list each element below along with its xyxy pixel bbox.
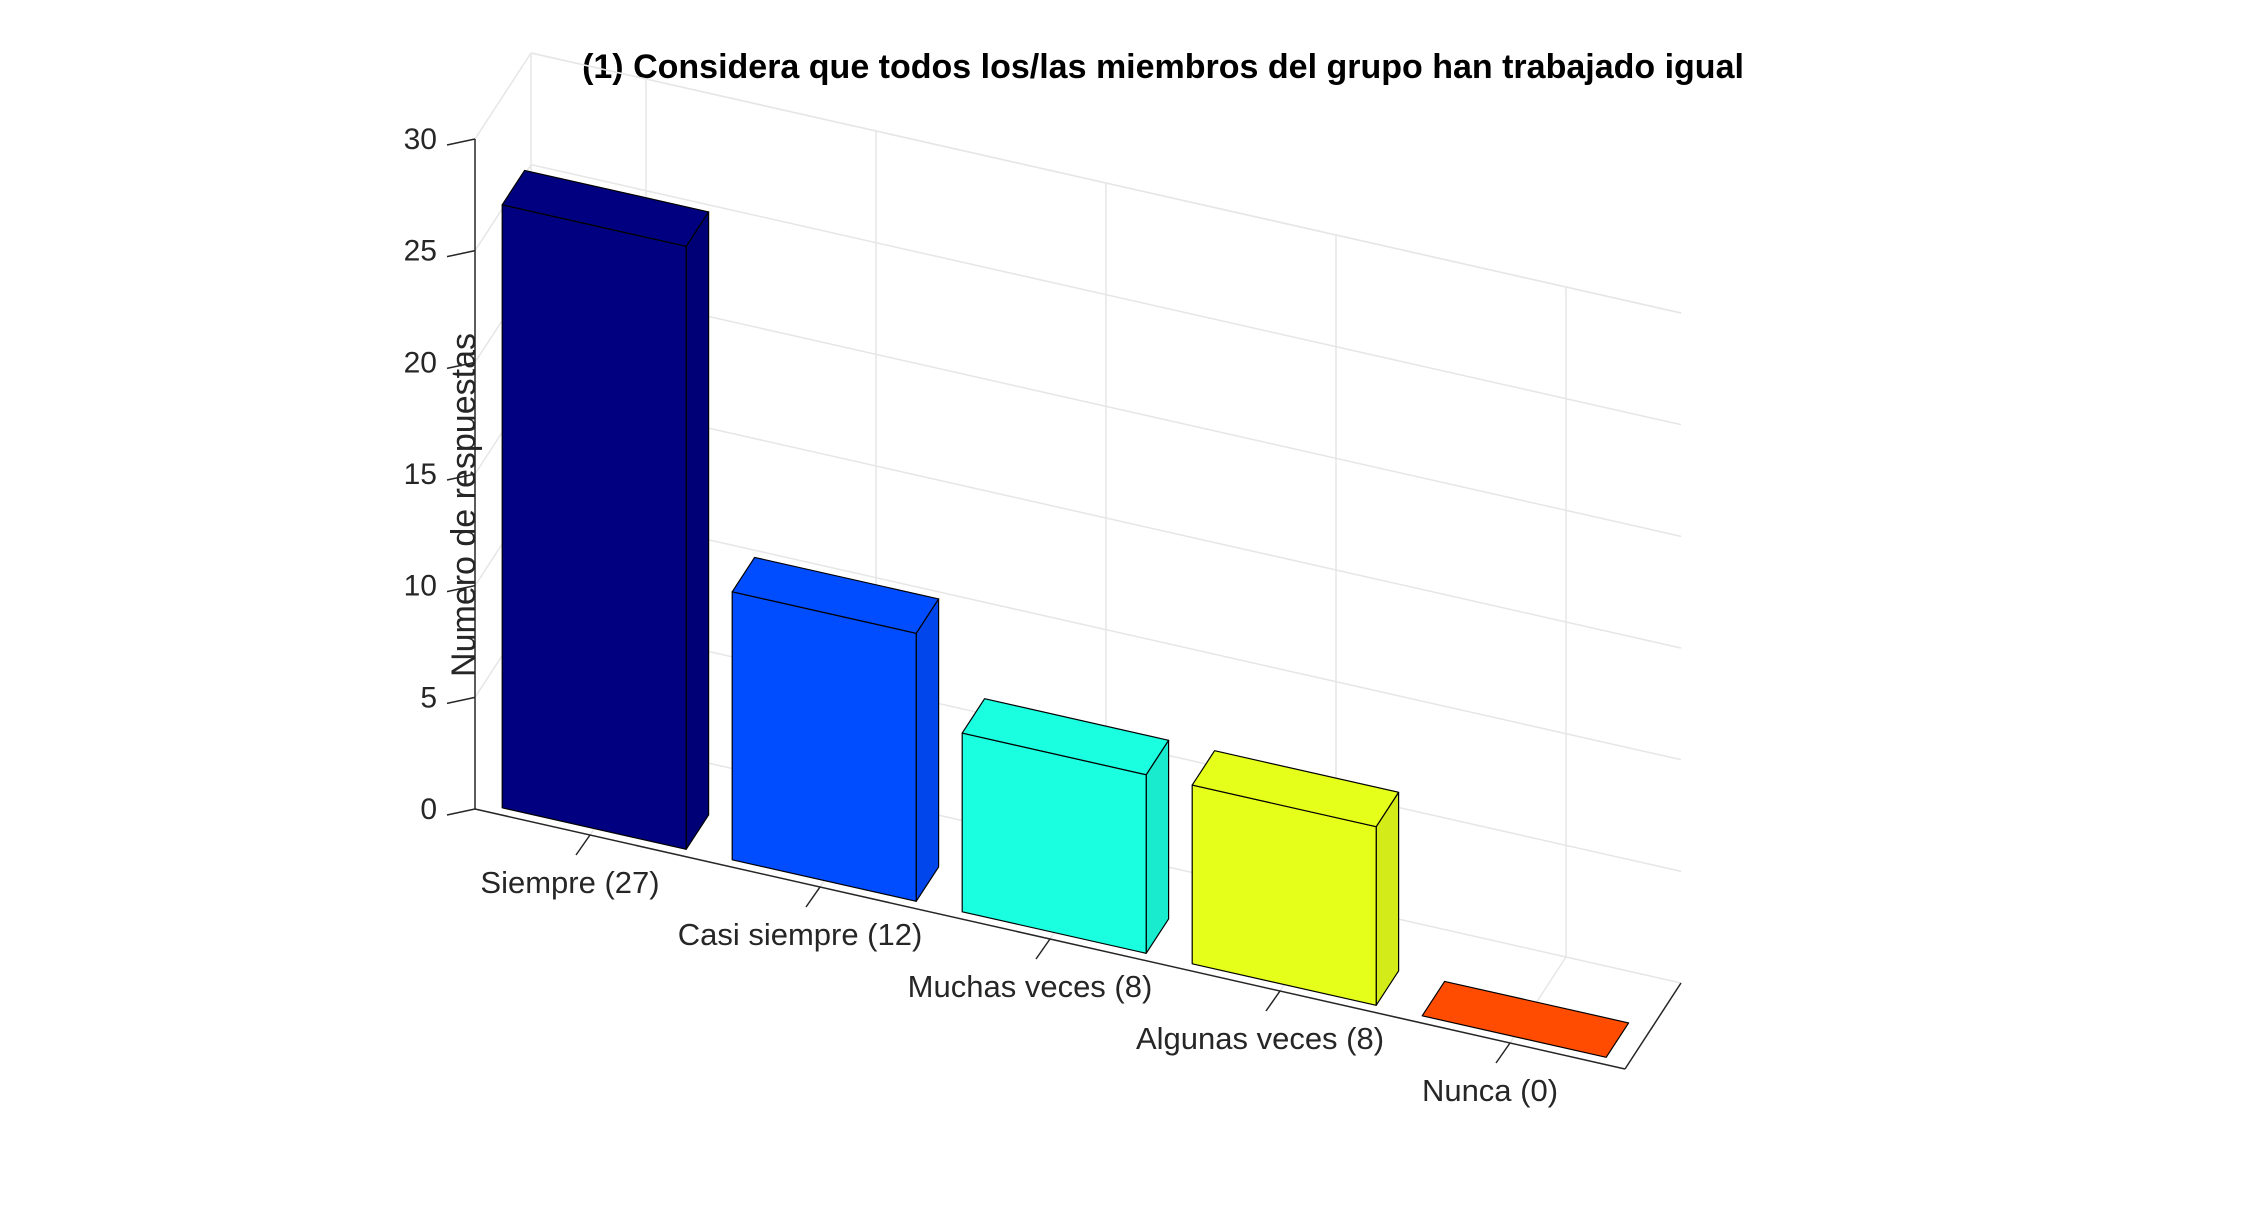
depth-axis-line: [1624, 982, 1682, 1070]
bar-top-face: [1421, 980, 1630, 1058]
bar: [961, 698, 1170, 954]
y-axis-label: Numero de respuestas: [445, 333, 483, 677]
bar-side-face: [685, 211, 710, 850]
bar-side-face: [1145, 739, 1170, 954]
bar: [501, 169, 710, 850]
y-tick-label: 25: [404, 235, 437, 268]
y-tick-mark: [446, 361, 476, 370]
bar-side-face: [1375, 791, 1400, 1006]
y-axis-ticks: 0 5 10 15 20 25 30: [404, 123, 476, 826]
x-axis-ticks: Siempre (27) Casi siempre (12) Muchas vece…: [480, 834, 1558, 1108]
bar: [1191, 750, 1400, 1006]
bar: [731, 556, 940, 902]
y-tick-label: 30: [404, 123, 437, 156]
x-tick-mark: [1495, 1042, 1511, 1064]
x-tick-label: Nunca (0): [1422, 1073, 1558, 1108]
x-tick-label: Muchas veces (8): [908, 969, 1153, 1004]
x-tick-label: Casi siempre (12): [678, 917, 923, 952]
y-tick-label: 10: [404, 570, 437, 603]
x-tick-label: Algunas veces (8): [1136, 1021, 1384, 1056]
x-tick-mark: [575, 834, 591, 856]
y-tick-mark: [446, 584, 476, 593]
y-tick-mark: [446, 249, 476, 258]
bar-front-face: [731, 591, 917, 902]
y-tick-mark: [446, 808, 476, 816]
x-tick-label: Siempre (27): [480, 865, 659, 900]
bar-top-face: [961, 698, 1170, 776]
chart-title: (1) Considera que todos los/las miembros…: [582, 48, 1744, 86]
grid-line-top: [530, 52, 1682, 314]
x-tick-mark: [805, 886, 821, 908]
y-tick-label: 0: [420, 793, 437, 826]
bar: [1421, 980, 1630, 1058]
bar-top-face: [501, 169, 710, 247]
x-tick-mark: [1035, 938, 1051, 960]
bar-side-face: [915, 598, 940, 902]
y-tick-label: 20: [404, 346, 437, 379]
bar-top-face: [731, 556, 940, 634]
x-tick-mark: [1265, 990, 1281, 1012]
bar-front-face: [501, 204, 687, 850]
bar-top-face: [1191, 750, 1400, 828]
grid-line-side: [474, 52, 532, 140]
y-tick-label: 5: [420, 681, 437, 714]
y-tick-mark: [446, 696, 476, 705]
y-tick-mark: [446, 138, 476, 146]
y-tick-mark: [446, 473, 476, 481]
bars: [501, 169, 1630, 1058]
y-tick-label: 15: [404, 458, 437, 491]
